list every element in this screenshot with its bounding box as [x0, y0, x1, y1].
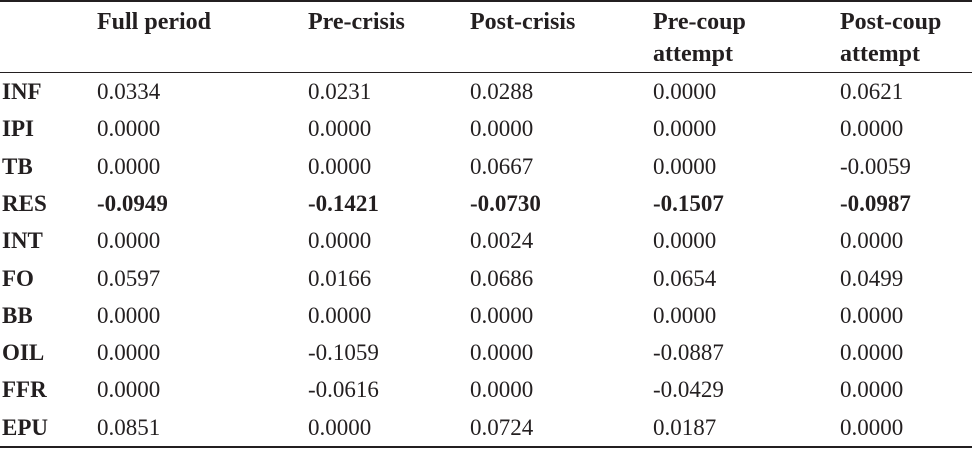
table-cell: 0.0000 [840, 302, 904, 328]
row-label: INT [2, 228, 43, 254]
table-cell: 0.0000 [97, 302, 161, 328]
table-cell: -0.1507 [653, 190, 724, 216]
header-line: attempt [840, 41, 920, 67]
table-cell: 0.0621 [840, 79, 904, 104]
table-cell: 0.0000 [840, 116, 904, 142]
table-cell: 0.0024 [470, 228, 534, 254]
table-cell: 0.0000 [470, 377, 534, 403]
table-cell: -0.0059 [840, 153, 911, 179]
header-post-coup-attempt: Post-coup attempt [840, 6, 941, 70]
header-pre-crisis: Pre-crisis [308, 6, 405, 38]
table-cell: 0.0000 [97, 153, 161, 179]
table-cell: -0.1059 [308, 340, 379, 366]
table-row: OIL 0.0000 -0.1059 0.0000 -0.0887 0.0000 [0, 334, 972, 371]
header-post-crisis: Post-crisis [470, 6, 575, 38]
table-cell: 0.0000 [308, 116, 372, 142]
table-cell: -0.0616 [308, 377, 379, 403]
header-rule [0, 72, 972, 73]
header-line: Full period [97, 9, 212, 35]
table-cell: -0.0429 [653, 377, 724, 403]
header-pre-coup-attempt: Pre-coup attempt [653, 6, 746, 70]
table-cell: 0.0000 [840, 340, 904, 366]
table-cell: 0.0724 [470, 414, 534, 440]
table-cell: 0.0000 [653, 302, 717, 328]
table-cell: -0.0730 [470, 190, 541, 216]
table-cell: -0.0987 [840, 190, 911, 216]
table-cell: 0.0686 [470, 265, 534, 291]
header-line: Pre-crisis [308, 9, 405, 35]
table-row: IPI 0.0000 0.0000 0.0000 0.0000 0.0000 [0, 110, 972, 147]
table-row: RES -0.0949 -0.1421 -0.0730 -0.1507 -0.0987 [0, 185, 972, 222]
header-line: Post-crisis [470, 9, 576, 35]
table-row: INT 0.0000 0.0000 0.0024 0.0000 0.0000 [0, 222, 972, 259]
row-label: IPI [2, 116, 34, 142]
table-cell: 0.0654 [653, 265, 717, 291]
table-cell: 0.0166 [308, 265, 372, 291]
table-cell: 0.0000 [840, 377, 904, 403]
table-cell: -0.0949 [97, 190, 168, 216]
table-cell: -0.0887 [653, 340, 724, 366]
bottom-rule [0, 446, 972, 448]
table-cell: 0.0597 [97, 265, 161, 291]
table-cell: 0.0667 [470, 153, 534, 179]
table-cell: 0.0000 [97, 116, 161, 142]
row-label: EPU [2, 414, 48, 440]
table-cell: 0.0000 [470, 302, 534, 328]
table-cell: 0.0000 [308, 302, 372, 328]
row-label: INF [2, 79, 42, 104]
table-cell: 0.0000 [308, 228, 372, 254]
table-row: EPU 0.0851 0.0000 0.0724 0.0187 0.0000 [0, 409, 972, 446]
header-line: Post-coup [840, 9, 942, 35]
table-cell: 0.0231 [308, 79, 372, 104]
table-cell: 0.0000 [97, 340, 161, 366]
top-rule [0, 0, 972, 2]
table-cell: 0.0499 [840, 265, 904, 291]
table-cell: -0.1421 [308, 190, 379, 216]
row-label: BB [2, 302, 33, 328]
row-label: FO [2, 265, 34, 291]
row-label: TB [2, 153, 33, 179]
table-cell: 0.0000 [653, 228, 717, 254]
table-cell: 0.0000 [470, 340, 534, 366]
table-cell: 0.0000 [653, 116, 717, 142]
table-cell: 0.0000 [840, 228, 904, 254]
table-cell: 0.0000 [97, 377, 161, 403]
table-cell: 0.0334 [97, 79, 161, 104]
row-label: OIL [2, 340, 45, 366]
header-line: Pre-coup [653, 9, 746, 35]
header-line: attempt [653, 41, 733, 67]
table-cell: 0.0000 [308, 414, 372, 440]
table-cell: 0.0288 [470, 79, 534, 104]
table-cell: 0.0000 [308, 153, 372, 179]
table-cell: 0.0000 [653, 79, 717, 104]
table-cell: 0.0851 [97, 414, 161, 440]
table-cell: 0.0000 [653, 153, 717, 179]
table-row: FFR 0.0000 -0.0616 0.0000 -0.0429 0.0000 [0, 371, 972, 408]
table-cell: 0.0000 [97, 228, 161, 254]
row-label: RES [2, 190, 47, 216]
table-cell: 0.0187 [653, 414, 717, 440]
table-cell: 0.0000 [470, 116, 534, 142]
row-label: FFR [2, 377, 47, 403]
table-row: INF 0.0334 0.0231 0.0288 0.0000 0.0621 [0, 73, 972, 110]
table-cell: 0.0000 [840, 414, 904, 440]
table-row: FO 0.0597 0.0166 0.0686 0.0654 0.0499 [0, 260, 972, 297]
table-row: TB 0.0000 0.0000 0.0667 0.0000 -0.0059 [0, 148, 972, 185]
header-full-period: Full period [97, 6, 211, 38]
table-row: BB 0.0000 0.0000 0.0000 0.0000 0.0000 [0, 297, 972, 334]
